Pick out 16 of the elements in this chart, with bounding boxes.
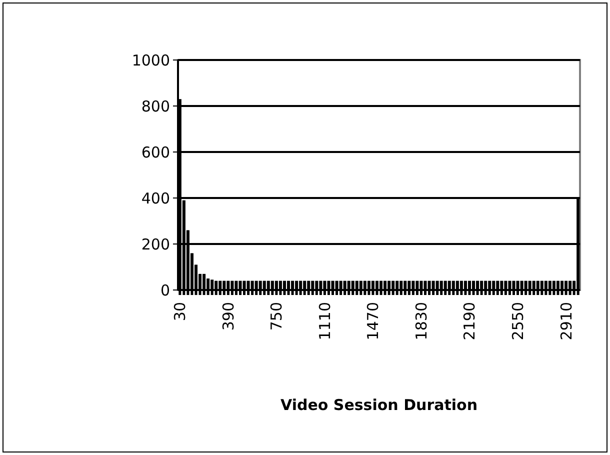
x-tick-label: 30 — [171, 302, 190, 322]
y-tick-label: 0 — [160, 281, 170, 300]
x-tick-label: 2910 — [557, 302, 576, 340]
y-tick-label: 400 — [141, 189, 170, 208]
x-tick-label: 1110 — [316, 302, 334, 340]
x-tick-label: 390 — [219, 302, 238, 331]
y-tick-label: 1000 — [132, 51, 170, 70]
x-axis-title: Video Session Duration — [280, 396, 478, 414]
x-tick-label: 1830 — [412, 302, 430, 340]
x-tick-label: 2550 — [509, 302, 528, 340]
y-tick-label: 600 — [141, 143, 170, 162]
y-tick-label: 800 — [141, 97, 170, 116]
y-tick-label: 200 — [141, 235, 170, 254]
x-tick-label: 2190 — [460, 302, 479, 340]
x-tick-label: 750 — [268, 302, 286, 331]
x-tick-label: 1470 — [364, 302, 382, 340]
